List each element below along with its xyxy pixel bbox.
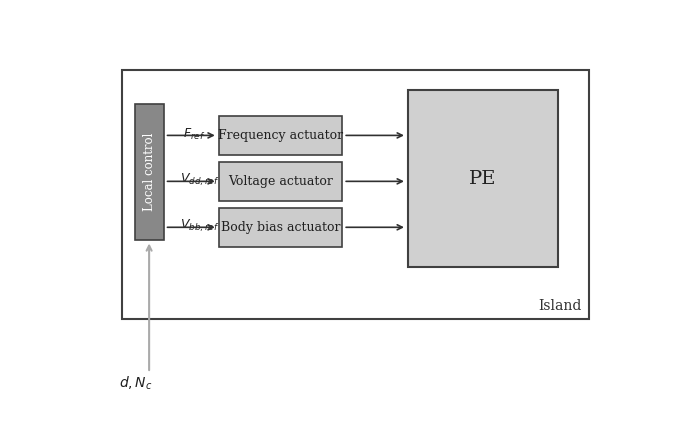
Bar (219, 116, 342, 155)
Bar (219, 208, 342, 247)
Text: Island: Island (538, 299, 581, 313)
Bar (219, 162, 342, 201)
Text: $F_{ref}$: $F_{ref}$ (183, 126, 205, 141)
Text: Voltage actuator: Voltage actuator (228, 175, 333, 188)
Text: Body bias actuator: Body bias actuator (221, 221, 340, 234)
Text: $V_{dd,ref}$: $V_{dd,ref}$ (180, 172, 220, 188)
Text: PE: PE (468, 170, 496, 188)
Bar (408, 91, 557, 267)
Text: $d, N_c$: $d, N_c$ (119, 374, 153, 392)
Text: Local control: Local control (142, 133, 156, 211)
Bar (135, 104, 163, 240)
Text: $V_{bb,ref}$: $V_{bb,ref}$ (180, 218, 220, 234)
Bar (121, 70, 589, 319)
Text: Frequency actuator: Frequency actuator (218, 129, 343, 142)
